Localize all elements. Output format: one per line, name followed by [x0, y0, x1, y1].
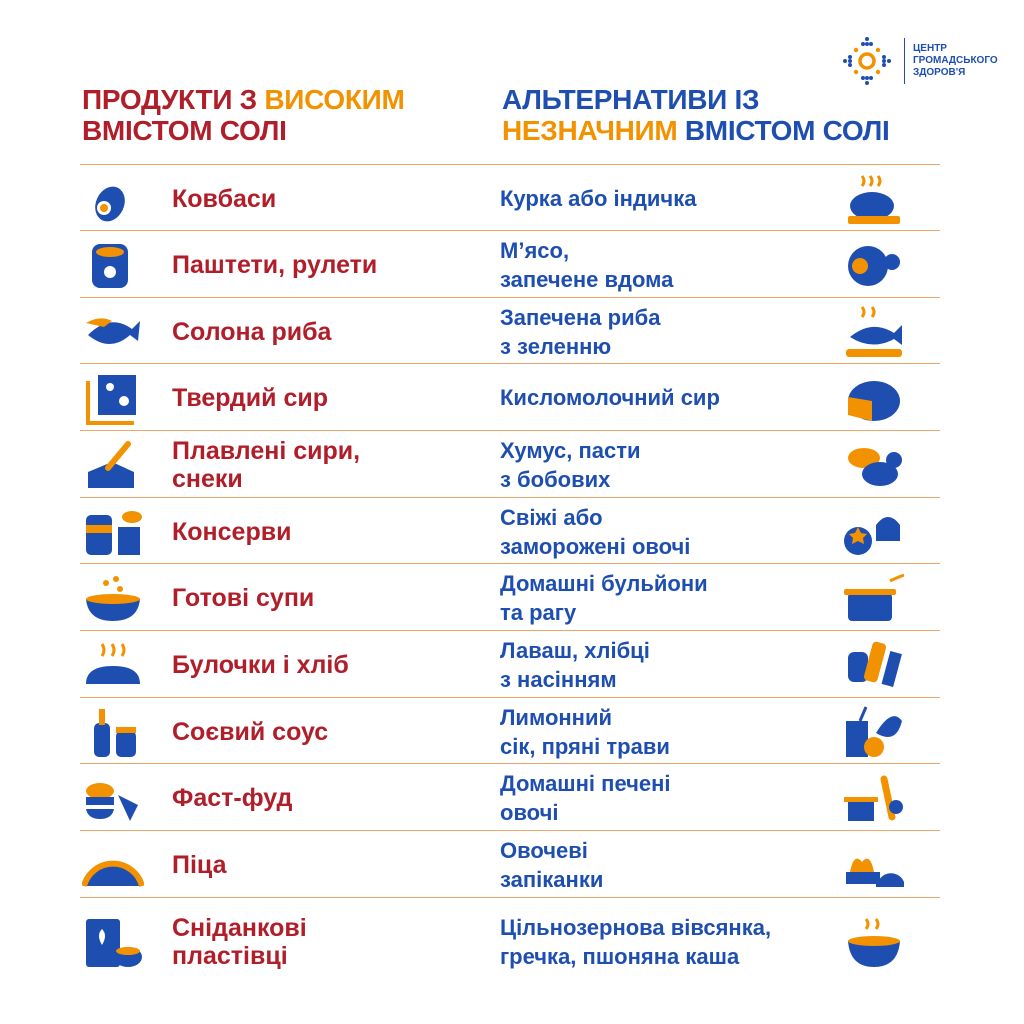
soup-bowl-icon — [86, 575, 140, 621]
hard-cheese-icon — [86, 374, 136, 425]
header-text: ПРОДУКТИ З — [82, 84, 265, 115]
table-row: Готові супи Домашні бульйони та рагу — [80, 563, 940, 631]
high-salt-product: Плавлені сири, снеки — [172, 436, 361, 493]
logo-line: ЦЕНТР — [913, 43, 947, 54]
casserole-icon — [846, 858, 904, 887]
low-salt-alternative: Курка або індичка — [500, 186, 697, 211]
header-highlight: ВИСОКИМ — [264, 84, 405, 115]
low-salt-alternative: М’ясо, запечене вдома — [500, 237, 674, 292]
porridge-icon — [848, 918, 900, 967]
logo-divider — [904, 38, 905, 84]
low-salt-alternative: Кисломолочний сир — [500, 385, 720, 410]
logo-line: ЗДОРОВ'Я — [913, 67, 966, 78]
low-salt-alternative: Хумус, пасти з бобових — [500, 437, 641, 492]
high-salt-product: Булочки і хліб — [172, 650, 349, 679]
pizza-icon — [82, 860, 144, 887]
roasted-vegetables-icon — [844, 775, 903, 821]
low-salt-alternative: Овочеві запіканки — [500, 837, 604, 892]
cereal-box-icon — [86, 919, 142, 967]
high-salt-product: Соєвий соус — [172, 717, 329, 746]
processed-cheese-icon — [88, 440, 134, 488]
logo-line: ГРОМАДСЬКОГО — [913, 55, 998, 66]
header-low-salt: АЛЬТЕРНАТИВИ ІЗ НЕЗНАЧНИМ ВМІСТОМ СОЛІ — [502, 84, 890, 146]
sauce-bottle-icon — [94, 708, 136, 757]
high-salt-product: Солона риба — [172, 317, 332, 346]
header-high-salt: ПРОДУКТИ З ВИСОКИМ ВМІСТОМ СОЛІ — [82, 84, 405, 146]
baked-fish-icon — [846, 305, 902, 357]
logo: ЦЕНТР ГРОМАДСЬКОГО ЗДОРОВ'Я — [842, 36, 998, 86]
crispbread-icon — [848, 641, 902, 687]
header-text: АЛЬТЕРНАТИВИ ІЗ — [502, 84, 760, 115]
table-row: Піца Овочеві запіканки — [80, 830, 940, 898]
high-salt-product: Консерви — [172, 517, 292, 546]
lemon-herbs-icon — [846, 705, 902, 757]
can-icon — [92, 243, 128, 288]
beans-icon — [848, 447, 902, 486]
high-salt-product: Фаст-фуд — [172, 783, 293, 812]
table-row: Ковбаси Курка або індичка — [80, 164, 940, 232]
low-salt-alternative: Свіжі або заморожені овочі — [500, 504, 691, 559]
table-row: Солона риба Запечена риба з зеленню — [80, 297, 940, 365]
table-row: Паштети, рулети М’ясо, запечене вдома — [80, 230, 940, 298]
low-salt-alternative: Домашні бульйони та рагу — [500, 570, 708, 625]
low-salt-alternative: Запечена риба з зеленню — [500, 304, 661, 359]
table-row: Сніданкові пластівці Цільнозернова вівсян… — [80, 897, 940, 986]
header-highlight: НЕЗНАЧНИМ — [502, 115, 678, 146]
low-salt-alternative: Лимонний сік, пряні трави — [500, 704, 670, 759]
header-text: ВМІСТОМ СОЛІ — [82, 115, 287, 146]
logo-text: ЦЕНТР ГРОМАДСЬКОГО ЗДОРОВ'Я — [913, 43, 998, 79]
table-row: Булочки і хліб Лаваш, хлібці з насінням — [80, 630, 940, 698]
table-row: Фаст-фуд Домашні печені овочі — [80, 763, 940, 831]
high-salt-product: Піца — [172, 850, 227, 879]
preserves-icon — [86, 510, 142, 555]
fish-icon — [86, 317, 140, 344]
low-salt-alternative: Лаваш, хлібці з насінням — [500, 637, 650, 692]
logo-dots-icon — [843, 37, 891, 85]
low-salt-alternative: Цільнозернова вівсянка, гречка, пшоняна … — [500, 915, 772, 969]
high-salt-product: Паштети, рулети — [172, 250, 378, 279]
sausage-icon — [95, 186, 125, 221]
burger-icon — [86, 782, 138, 821]
high-salt-product: Сніданкові пластівці — [172, 914, 307, 970]
roast-chicken-icon — [848, 174, 900, 224]
vegetables-icon — [844, 516, 900, 555]
high-salt-product: Ковбаси — [172, 184, 277, 213]
pot-icon — [844, 573, 904, 621]
cheese-wheel-icon — [848, 380, 900, 421]
header-text: ВМІСТОМ СОЛІ — [677, 115, 890, 146]
low-salt-alternative: Домашні печені овочі — [500, 770, 671, 825]
high-salt-product: Твердий сир — [172, 383, 329, 412]
table-row: Соєвий соус Лимонний сік, пряні трави — [80, 697, 940, 765]
table-row: Консерви Свіжі або заморожені овочі — [80, 497, 940, 565]
high-salt-product: Готові супи — [172, 583, 315, 612]
baked-meat-icon — [848, 245, 900, 286]
table-row: Твердий сир Кисломолочний сир — [80, 363, 940, 431]
table-row: Плавлені сири, снеки Хумус, пасти з бобов… — [80, 430, 940, 498]
bread-icon — [86, 642, 140, 684]
